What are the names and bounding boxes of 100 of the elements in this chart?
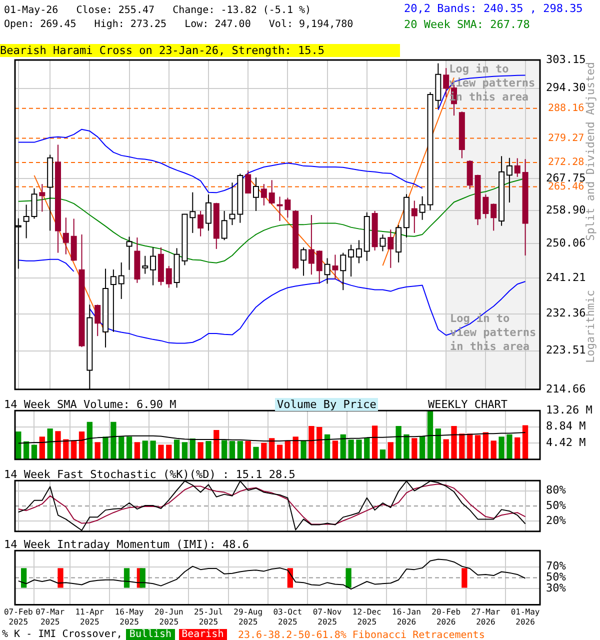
bar — [506, 434, 512, 460]
bar — [412, 438, 418, 460]
y-tick-label: 4.42 M — [546, 436, 586, 449]
bar — [94, 442, 100, 460]
text: 23.6-38.2-50-61.8% Fibonacci Retracements — [238, 629, 485, 640]
bar — [316, 427, 322, 460]
bar — [39, 436, 45, 460]
y-tick-label: 80% — [546, 484, 566, 497]
text: Logarithmic — [584, 290, 597, 363]
bar — [308, 426, 314, 460]
bar — [78, 431, 85, 460]
bar — [110, 422, 116, 460]
annotation: WEEKLY CHART — [428, 398, 508, 411]
y-tick-label: 241.21 — [546, 270, 586, 284]
y-tick-label: 223.51 — [546, 344, 586, 357]
y-tick-label: 250.06 — [546, 236, 586, 250]
bar — [364, 438, 370, 460]
bar — [372, 426, 378, 460]
bar — [459, 434, 465, 460]
y-tick-label: 50% — [546, 498, 566, 512]
x-tick-label: 29-Aug 2025 — [234, 608, 263, 626]
bar — [214, 430, 220, 460]
x-tick-label: 07-Feb 2025 — [4, 608, 34, 626]
bar — [55, 431, 61, 460]
bar — [427, 410, 434, 460]
bar — [443, 439, 449, 460]
x-tick-label: 16-May 2025 — [114, 608, 144, 626]
y-tick-label: 258.90 — [546, 203, 586, 216]
bar — [435, 428, 441, 460]
bar — [31, 444, 38, 460]
y-tick-label: 30% — [546, 581, 566, 594]
bar — [182, 442, 188, 460]
text: Bullish — [126, 629, 175, 640]
x-tick-label: 20-Jun 2025 — [154, 608, 184, 626]
ref-line-label: 279.27 — [548, 132, 584, 144]
bar — [356, 440, 362, 460]
bar — [404, 434, 410, 460]
text: 20,2 Bands: 240.35 , 298.35 — [404, 2, 583, 15]
y-tick-label: 303.15 — [546, 52, 586, 66]
bar — [261, 442, 267, 460]
bar — [237, 441, 243, 460]
bar — [300, 441, 306, 460]
legend-title: % K - IMI Crossover, — [2, 629, 122, 640]
chart-title: 14 Week Fast Stochastic (%K)(%D) : 15.1 28.5 — [4, 468, 296, 481]
bar — [490, 440, 496, 460]
x-tick-label: 07-Mar 2025 — [36, 608, 65, 626]
bar — [276, 444, 283, 460]
y-tick-label: 13.26 M — [546, 403, 593, 416]
chart-title: Bearish Harami Cross on 23-Jan-26, Strength: 15.5 — [0, 44, 400, 57]
annotation: Log in to view patterns in this area — [450, 312, 538, 354]
bar — [482, 432, 489, 460]
bar — [86, 422, 93, 460]
bar — [284, 441, 291, 460]
x-tick-label: 01-May 2026 — [510, 608, 540, 626]
bar — [158, 444, 164, 460]
bar — [451, 426, 457, 460]
bar — [498, 436, 504, 460]
bar — [388, 442, 394, 460]
bar — [206, 441, 212, 460]
bar — [47, 428, 53, 460]
ref-line-label: 272.28 — [548, 157, 584, 168]
y-tick-label: 70% — [546, 560, 566, 573]
bar — [102, 436, 108, 460]
bar — [474, 435, 481, 460]
bar — [522, 425, 528, 460]
bar — [396, 426, 402, 460]
y-tick-label: 50% — [546, 570, 566, 584]
bar — [198, 442, 204, 460]
ref-line-label: 265.46 — [548, 181, 584, 192]
x-tick-label: 20-Feb 2026 — [432, 608, 461, 626]
bar — [332, 440, 338, 460]
chart-title: 14 Week Intraday Momentum (IMI): 48.6 — [4, 538, 250, 551]
x-tick-label: 03-Oct 2025 — [273, 608, 302, 626]
bar — [253, 446, 259, 460]
bar — [348, 440, 354, 460]
y-tick-label: 8.84 M — [546, 420, 586, 433]
y-tick-label: 20% — [546, 514, 566, 528]
x-tick-label: 16-Jan 2026 — [392, 608, 422, 626]
ref-line-label: 288.16 — [548, 102, 584, 114]
bar — [245, 441, 251, 460]
x-tick-label: 12-Dec 2025 — [352, 608, 382, 626]
bar — [292, 436, 298, 460]
bar — [420, 436, 426, 460]
annotation: Volume By Price — [275, 398, 378, 411]
bar — [229, 441, 236, 460]
bar — [467, 434, 473, 460]
bar — [126, 436, 132, 460]
text: Bearish — [178, 629, 227, 640]
bar — [118, 436, 124, 460]
text: 20 Week SMA: 267.78 — [404, 18, 531, 31]
x-tick-label: 25-Jul 2025 — [194, 608, 224, 626]
bar — [150, 440, 156, 460]
x-tick-label: 07-Nov 2025 — [312, 608, 342, 626]
bar — [166, 444, 172, 460]
y-tick-label: 232.36 — [546, 306, 586, 320]
y-axis-title: Split and Dividend Adjusted — [584, 62, 597, 241]
text: Open: 269.45 High: 273.25 Low: 247.00 Vol: 9,194,780 — [4, 18, 354, 31]
chart-title: 14 Week SMA Volume: 6.90 M — [4, 398, 176, 411]
x-tick-label: 27-Mar 2026 — [471, 608, 500, 626]
bar — [142, 440, 148, 460]
